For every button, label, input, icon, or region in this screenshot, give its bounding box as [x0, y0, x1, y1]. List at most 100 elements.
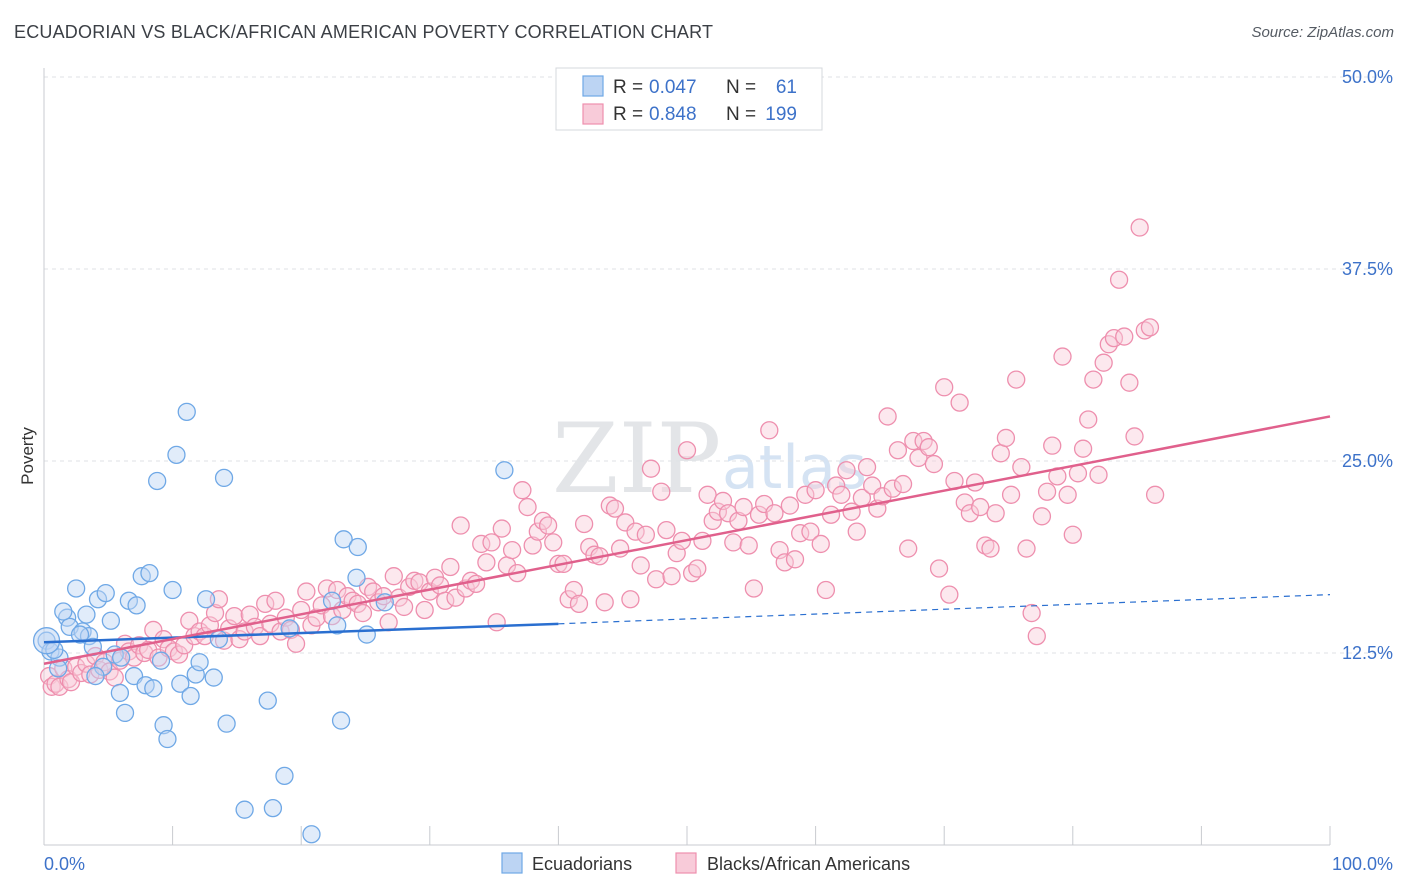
blacks-point	[1089, 465, 1108, 484]
blacks-point	[1109, 270, 1129, 289]
blacks-point	[883, 479, 902, 498]
blacks-point	[950, 393, 969, 412]
blacks-point	[811, 534, 830, 554]
blacks-point	[538, 516, 558, 535]
blacks-point	[164, 642, 184, 661]
blacks-point	[209, 590, 229, 609]
blacks-point	[250, 626, 270, 646]
ecuadorian-point	[54, 602, 73, 621]
y-tick-labels: 12.5% 25.0% 37.5% 50.0%	[1342, 67, 1393, 663]
blacks-point	[981, 539, 1000, 558]
source-label: Source: ZipAtlas.com	[1251, 24, 1394, 41]
blacks-point	[1140, 318, 1160, 337]
blacks-point	[1017, 539, 1036, 558]
blacks-point	[765, 504, 784, 523]
blacks-point	[518, 497, 537, 517]
ecuadorian-point	[357, 625, 376, 644]
legend-r-label-1: R =	[613, 77, 643, 98]
blacks-point	[626, 522, 645, 541]
blacks-point	[328, 580, 347, 600]
blacks-point	[996, 428, 1016, 448]
legend-n-value-2: 199	[765, 104, 797, 125]
blacks-point	[1084, 370, 1103, 389]
blacks-point	[205, 603, 225, 623]
ecuadorian-point	[347, 568, 366, 587]
x-tick-label-max: 100.0%	[1332, 854, 1393, 874]
bottom-legend-label-blacks: Blacks/African Americans	[707, 854, 910, 874]
blacks-point	[806, 481, 825, 500]
blacks-point	[595, 593, 614, 612]
blacks-point	[482, 533, 501, 552]
blacks-point	[415, 600, 434, 620]
ecuadorian-point	[70, 625, 90, 644]
blacks-point	[847, 522, 866, 541]
ecuadorian-point	[171, 674, 190, 693]
blacks-point	[149, 648, 168, 667]
blacks-point	[1037, 482, 1057, 501]
ecuadorian-point	[151, 651, 171, 670]
blacks-point	[960, 504, 980, 523]
legend-r-value-1: 0.047	[649, 77, 697, 98]
blacks-point	[441, 557, 460, 577]
blacks-point	[1073, 439, 1093, 458]
blacks-point	[502, 540, 522, 560]
ecuadorian-point	[495, 461, 514, 480]
blacks-point	[487, 613, 506, 632]
blacks-point	[523, 536, 542, 555]
blacks-trend-line	[43, 415, 1331, 665]
ecuadorian-point	[67, 579, 86, 598]
blacks-point	[394, 597, 414, 617]
ecuadorian-point	[148, 471, 167, 491]
ecuadorian-trend-extension	[558, 594, 1331, 625]
blacks-point	[837, 461, 856, 480]
blacks-point	[698, 485, 717, 504]
blacks-point	[564, 580, 583, 600]
blacks-point	[559, 590, 578, 609]
blacks-point	[991, 444, 1010, 463]
blacks-point	[1120, 373, 1139, 392]
blacks-point	[734, 497, 753, 517]
blacks-point	[1130, 218, 1149, 237]
ecuadorian-point	[196, 590, 216, 609]
blacks-point	[266, 591, 285, 610]
blacks-point	[286, 634, 306, 653]
blacks-point	[1043, 436, 1062, 455]
blacks-point	[379, 613, 398, 632]
ecuadorian-point	[302, 825, 321, 844]
blacks-point	[1022, 603, 1041, 623]
blacks-point	[513, 481, 532, 500]
blacks-point	[1007, 370, 1026, 389]
blacks-point	[605, 499, 625, 518]
ecuadorian-point	[158, 729, 177, 749]
blacks-point	[1027, 626, 1046, 646]
bottom-legend-swatch-blacks	[675, 852, 697, 874]
blacks-point	[827, 476, 846, 495]
blacks-point	[544, 533, 563, 552]
blacks-point	[899, 539, 918, 558]
ecuadorian-point	[258, 691, 277, 710]
ecuadorian-point	[328, 616, 347, 635]
blacks-point	[1094, 353, 1113, 372]
correlation-legend: R = 0.047 N = 61 R = 0.848 N = 199	[555, 67, 823, 131]
ecuadorian-point	[163, 580, 182, 600]
ecuadorian-point	[154, 716, 173, 735]
blacks-point	[353, 603, 373, 623]
blacks-point	[1063, 525, 1082, 544]
blacks-point	[929, 559, 949, 578]
blacks-point	[739, 536, 758, 555]
blacks-point	[646, 570, 666, 589]
blacks-point	[662, 567, 681, 586]
ecuadorian-point	[144, 679, 163, 698]
legend-r-value-2: 0.848	[649, 104, 697, 125]
legend-swatch-ecuadorians	[582, 75, 604, 97]
blacks-point	[919, 438, 938, 457]
blacks-point	[816, 580, 836, 600]
blacks-point	[904, 431, 923, 451]
blacks-point	[477, 553, 496, 572]
ecuadorian-point	[86, 666, 105, 686]
ecuadorian-point	[348, 537, 367, 557]
blacks-point	[1145, 485, 1165, 504]
blacks-point	[652, 482, 671, 501]
ecuadorian-point	[263, 798, 283, 818]
blacks-point	[1053, 347, 1072, 366]
